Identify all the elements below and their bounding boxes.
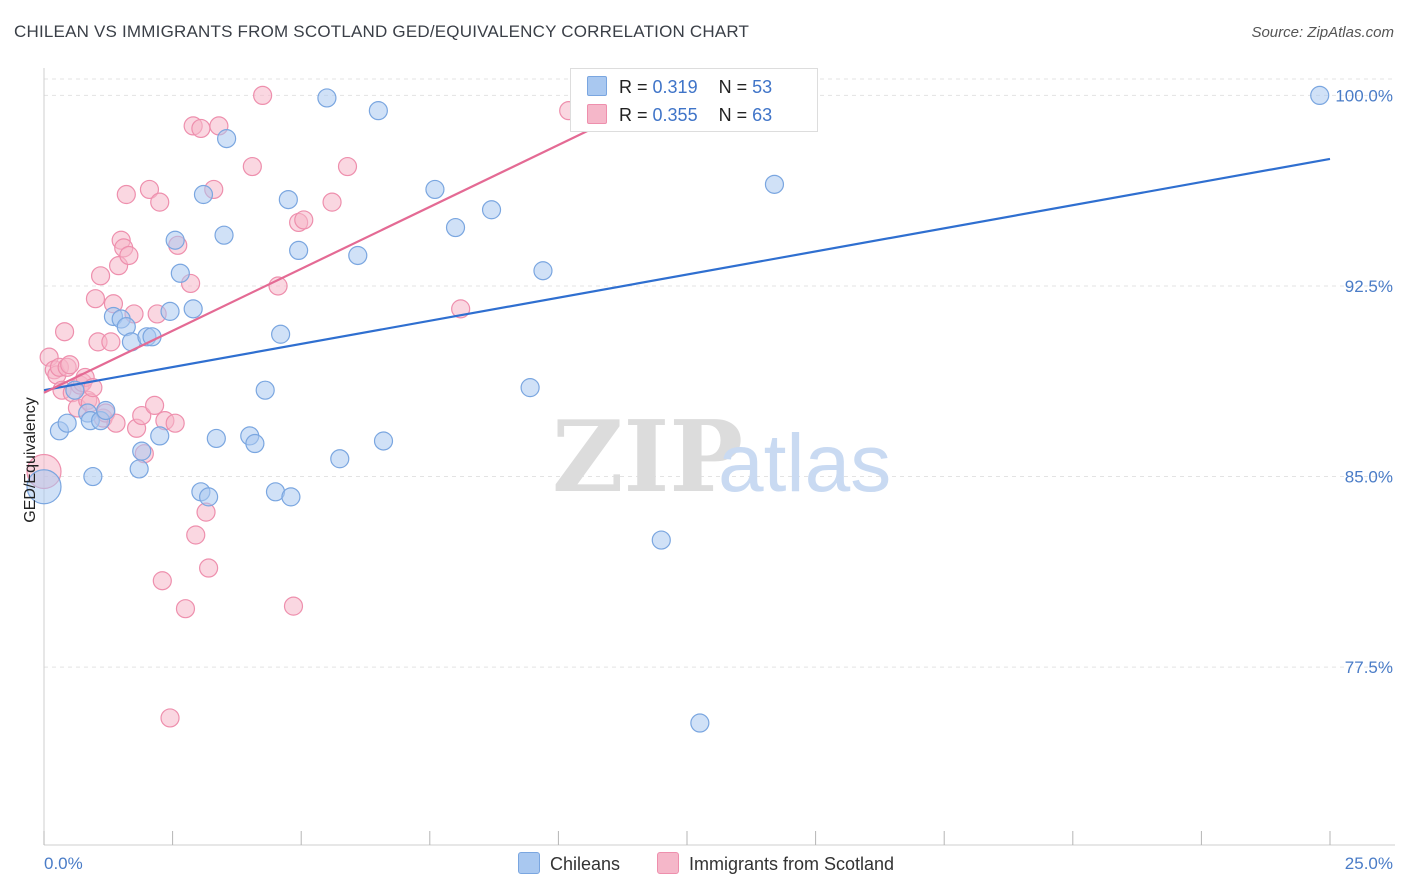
data-point <box>255 380 275 400</box>
series-chileans <box>26 85 1330 733</box>
data-point <box>289 240 309 261</box>
watermark-zip: ZIP <box>552 400 743 515</box>
data-point <box>139 179 160 200</box>
data-point <box>368 101 388 121</box>
legend-row-chileans: R = 0.319 N = 53 <box>587 76 772 100</box>
data-point <box>199 487 219 507</box>
legend-r-label: R = <box>619 77 648 97</box>
data-point <box>242 156 262 177</box>
data-point <box>96 400 116 421</box>
data-point <box>206 428 226 449</box>
watermark: ZIP atlas <box>552 400 891 515</box>
data-point <box>191 118 211 139</box>
data-point <box>283 596 304 616</box>
data-point <box>330 449 350 469</box>
data-point <box>322 192 342 212</box>
y-tick-label: 85.0% <box>1345 468 1393 487</box>
data-point <box>160 301 180 321</box>
legend-swatch-immigrants-from-scotland <box>657 852 679 874</box>
data-point <box>214 225 234 245</box>
data-point <box>533 261 553 281</box>
data-point <box>373 431 394 451</box>
legend-swatch-chileans <box>587 76 607 96</box>
legend-item-chileans: Chileans <box>518 852 620 875</box>
data-point <box>54 322 75 342</box>
data-point <box>116 184 136 205</box>
stats-legend: R = 0.319 N = 53 R = 0.355 N = 63 <box>570 68 818 132</box>
data-point <box>1310 85 1330 106</box>
y-tick-label: 77.5% <box>1345 658 1393 677</box>
watermark-atlas: atlas <box>718 418 891 509</box>
data-point <box>294 210 314 230</box>
x-tick-label: 0.0% <box>44 854 83 873</box>
data-point <box>85 289 106 309</box>
data-point <box>152 571 172 591</box>
legend-n-value: 53 <box>752 77 773 97</box>
data-point <box>90 266 111 286</box>
chart-title: CHILEAN VS IMMIGRANTS FROM SCOTLAND GED/… <box>14 22 750 41</box>
data-point <box>317 88 337 108</box>
data-point <box>132 405 152 426</box>
legend-n-label: N = <box>718 105 748 125</box>
data-point <box>217 129 237 149</box>
data-point <box>183 299 203 319</box>
data-point <box>278 189 298 210</box>
chart-source: Source: ZipAtlas.com <box>1251 24 1394 41</box>
data-point <box>337 156 358 177</box>
data-point <box>101 332 121 352</box>
data-point <box>186 525 206 545</box>
data-point <box>481 200 502 220</box>
data-point <box>165 413 185 433</box>
data-point <box>170 263 190 283</box>
legend-swatch-immigrants-from-scotland <box>587 104 607 124</box>
legend-n-label: N = <box>718 77 748 97</box>
data-point <box>144 395 165 416</box>
data-point <box>520 378 540 398</box>
y-tick-label: 92.5% <box>1345 277 1393 296</box>
data-point <box>165 230 185 250</box>
data-point <box>175 599 196 619</box>
data-point <box>271 324 291 344</box>
data-point <box>690 713 710 733</box>
legend-label-chileans: Chileans <box>550 854 621 874</box>
series-legend: Chileans Immigrants from Scotland <box>0 852 1406 878</box>
legend-r-value: 0.319 <box>652 77 698 97</box>
data-point <box>348 245 368 266</box>
data-point <box>764 174 785 194</box>
legend-swatch-chileans <box>518 852 540 874</box>
data-point <box>281 487 301 507</box>
data-point <box>445 217 466 238</box>
legend-r-label: R = <box>619 105 648 125</box>
data-point <box>83 466 103 487</box>
tick-labels: 77.5% 85.0% 92.5% 100.0% 0.0% 25.0% <box>44 86 1393 873</box>
data-point <box>132 441 152 461</box>
y-tick-label: 100.0% <box>1335 86 1393 105</box>
y-axis-label: GED/Equivalency <box>22 397 39 522</box>
data-point <box>119 245 139 266</box>
legend-n-value: 63 <box>752 105 773 125</box>
legend-item-immigrants-from-scotland: Immigrants from Scotland <box>657 852 894 875</box>
data-point <box>57 413 77 433</box>
data-point <box>60 355 80 375</box>
trend-line <box>43 157 1331 392</box>
data-point <box>425 179 445 200</box>
data-point <box>193 184 214 205</box>
legend-row-immigrants-from-scotland: R = 0.355 N = 63 <box>587 104 772 128</box>
data-point <box>199 558 219 578</box>
data-point <box>26 469 62 505</box>
data-point <box>150 192 170 212</box>
trend-lines <box>43 94 1331 394</box>
legend-label-immigrants-from-scotland: Immigrants from Scotland <box>689 854 895 874</box>
data-point <box>129 459 149 479</box>
trend-line <box>43 94 662 394</box>
legend-r-value: 0.355 <box>652 105 698 125</box>
data-point <box>651 530 671 550</box>
x-tick-label: 25.0% <box>1345 854 1393 873</box>
data-point <box>253 85 273 106</box>
data-point <box>150 426 170 446</box>
data-point <box>160 708 180 728</box>
data-point <box>245 433 265 454</box>
